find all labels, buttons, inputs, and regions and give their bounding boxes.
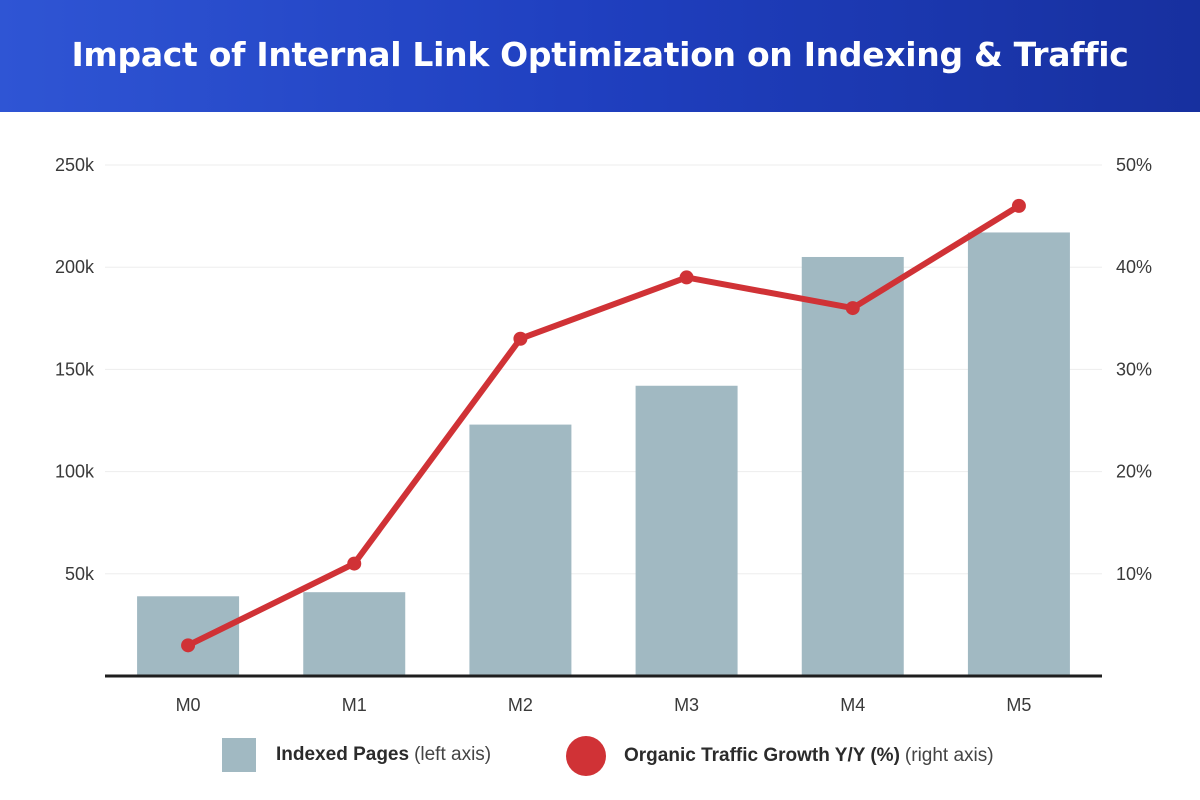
legend-label-plain: (right axis) (904, 745, 994, 766)
y-left-tick-label: 50k (65, 564, 95, 584)
y-left-tick-label: 100k (55, 462, 95, 482)
x-tick-label: M1 (342, 695, 367, 712)
x-tick-label: M2 (508, 695, 533, 712)
gridlines (105, 164, 1102, 575)
point-m1 (347, 556, 362, 571)
legend-item-organic-traffic: Organic Traffic Growth Y/Y (%) (right ax… (566, 736, 994, 776)
point-m4 (845, 301, 860, 316)
legend-swatch-bar (222, 738, 256, 772)
legend-swatch-dot (566, 736, 606, 776)
point-m0 (181, 638, 196, 653)
chart-title: Impact of Internal Link Optimization on … (71, 34, 1129, 74)
y-right-tick-label: 10% (1116, 564, 1152, 584)
y-left-tick-label: 150k (55, 359, 95, 379)
legend-item-indexed-pages: Indexed Pages (left axis) (222, 738, 491, 772)
legend-label-plain: (left axis) (414, 744, 492, 765)
x-tick-label: M3 (674, 695, 699, 712)
bar-m5 (967, 232, 1070, 676)
bar-m3 (635, 385, 738, 676)
y-right-tick-label: 30% (1116, 359, 1152, 379)
line-series-organic-traffic (181, 198, 1026, 653)
combo-chart: 50k 100k 150k 200k 250k 10% 20% 30% 40% 50% M0 M1 M2… (55, 155, 1152, 712)
legend-label-bold: Indexed Pages (276, 744, 410, 765)
y-left-tick-label: 250k (55, 155, 95, 175)
traffic-growth-line (185, 202, 1022, 649)
point-m3 (679, 270, 694, 285)
axes: 50k 100k 150k 200k 250k 10% 20% 30% 40% 50% M0 M1 M2… (55, 155, 1152, 712)
point-m2 (513, 331, 528, 346)
legend-label-bold: Organic Traffic Growth Y/Y (%) (624, 745, 900, 766)
bar-m0 (137, 596, 240, 676)
x-tick-label: M5 (1006, 695, 1031, 712)
chart-header: Impact of Internal Link Optimization on … (0, 0, 1200, 112)
y-right-tick-label: 40% (1116, 257, 1152, 277)
x-tick-label: M4 (840, 695, 865, 712)
y-right-tick-label: 20% (1116, 462, 1152, 482)
bar-m4 (801, 256, 904, 676)
y-left-tick-label: 200k (55, 257, 95, 277)
x-tick-label: M0 (176, 695, 201, 712)
point-m5 (1011, 198, 1026, 213)
y-right-tick-label: 50% (1116, 155, 1152, 175)
bar-m1 (303, 592, 406, 676)
bar-m2 (469, 424, 572, 676)
bar-series-indexed-pages (137, 232, 1070, 676)
legend: Indexed Pages (left axis) Organic Traffi… (0, 712, 1200, 800)
